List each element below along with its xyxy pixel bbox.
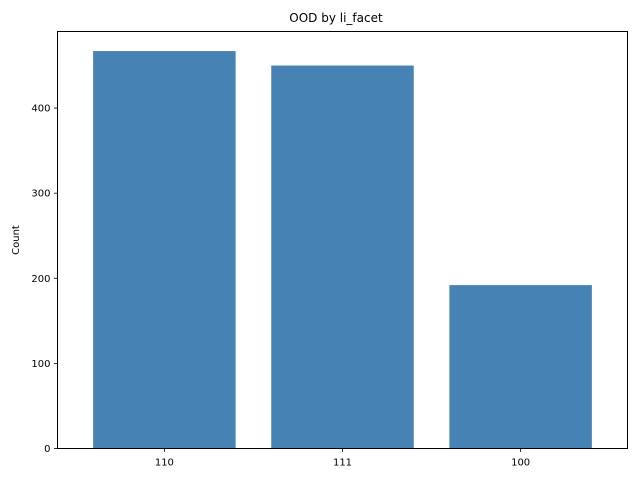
bars-group (93, 51, 592, 449)
x-tick-label-111: 111 (333, 458, 352, 469)
plot-frame (57, 31, 628, 449)
bar-100 (449, 285, 592, 449)
y-tick-label-100: 100 (31, 359, 50, 370)
y-tick-label-400: 400 (31, 104, 50, 115)
x-tick-label-100: 100 (511, 458, 530, 469)
y-tick-label-200: 200 (31, 274, 50, 285)
y-tick-label-0: 0 (44, 444, 50, 455)
chart-title: OOD by li_facet (289, 11, 383, 25)
y-axis-title: Count (11, 225, 22, 255)
y-tick-label-300: 300 (31, 189, 50, 200)
x-ticks-group: 110 111 100 (155, 448, 530, 469)
x-tick-label-110: 110 (155, 458, 174, 469)
bar-110 (93, 51, 236, 449)
y-ticks-group: 0 100 200 300 400 (31, 104, 58, 455)
bar-111 (271, 65, 414, 449)
